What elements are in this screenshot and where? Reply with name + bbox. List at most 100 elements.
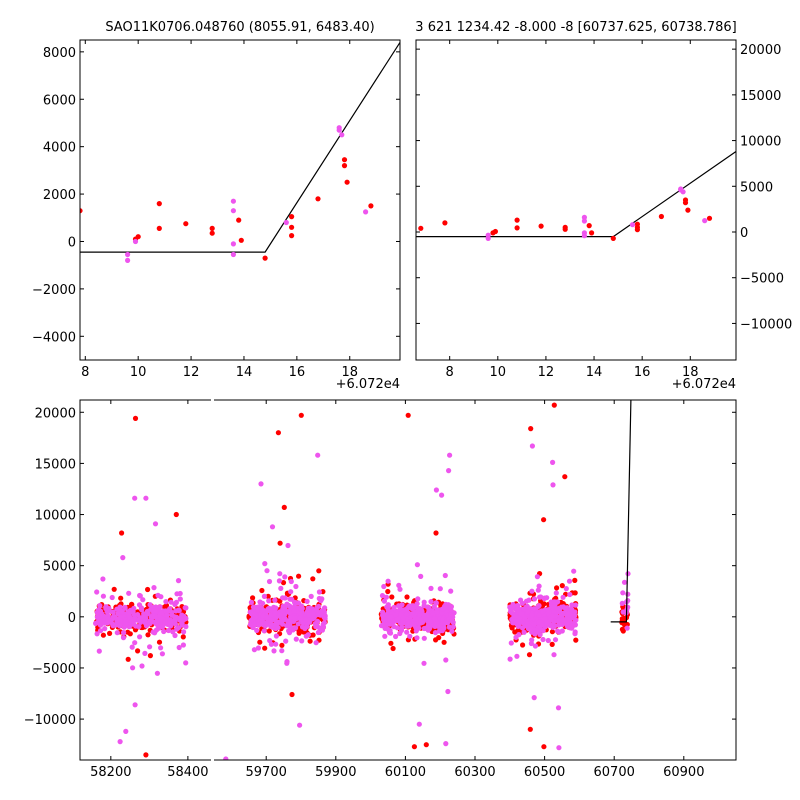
bottom-point-magenta	[537, 632, 543, 638]
bottom-point-magenta	[307, 605, 313, 611]
bottom-point-magenta	[175, 578, 182, 584]
tl-point-magenta	[125, 257, 131, 263]
bottom-point-magenta	[433, 600, 439, 606]
bottom-point-magenta	[537, 594, 543, 600]
bottom-point-magenta	[168, 619, 174, 626]
bottom-point-magenta	[100, 576, 106, 582]
bottom-point-magenta	[428, 585, 434, 592]
bottom-outlier-red	[411, 744, 417, 750]
bottom-point-magenta	[139, 607, 145, 613]
bottom-point-magenta	[313, 640, 319, 646]
tr-point-red	[514, 217, 520, 223]
bottom-point-red	[265, 593, 271, 600]
tl-fit-line	[80, 42, 400, 253]
bottom-point-red	[520, 642, 526, 648]
tr-point-red	[610, 235, 616, 241]
bottom-point-magenta	[255, 645, 261, 651]
bottom-point-magenta	[176, 644, 182, 651]
tl-xtick-label: 10	[130, 365, 147, 380]
tr-point-red	[418, 225, 424, 231]
bottom-outlier-red	[173, 511, 179, 518]
bottom-point-magenta	[139, 663, 145, 669]
bottom-point-magenta	[564, 622, 571, 628]
bottom-outlier-magenta	[447, 452, 453, 458]
bottom-point-magenta	[625, 571, 631, 577]
bottom-point-magenta	[535, 587, 541, 593]
bottom-point-magenta	[518, 597, 524, 603]
bottom-point-magenta	[163, 599, 169, 605]
bottom-point-magenta	[137, 593, 143, 599]
bottom-point-magenta	[320, 621, 326, 627]
tr-xtick-label: 8	[446, 365, 454, 380]
bottom-outlier-magenta	[531, 695, 537, 701]
bottom-point-magenta	[293, 583, 299, 590]
bottom-outlier-magenta	[123, 728, 129, 735]
bottom-point-magenta	[261, 628, 267, 634]
tl-point-red	[341, 157, 348, 163]
bottom-point-magenta	[277, 571, 283, 577]
bottom-point-magenta	[569, 602, 575, 608]
bottom-point-red	[549, 641, 555, 648]
bottom-point-magenta	[281, 615, 287, 622]
bottom-point-magenta	[448, 588, 454, 594]
bottom-point-magenta	[531, 606, 537, 612]
bottom-point-magenta	[266, 598, 272, 604]
tr-ytick-label: 15000	[740, 89, 781, 104]
bottom-point-magenta	[556, 629, 562, 635]
bottom-point-magenta	[542, 616, 548, 622]
bottom-point-magenta	[317, 612, 323, 618]
tl-xtick-label: 18	[341, 365, 358, 380]
bottom-point-magenta	[560, 594, 566, 600]
tl-ytick-label: 4000	[43, 141, 76, 156]
bottom-outlier-magenta	[556, 745, 562, 751]
bottom-point-magenta	[251, 621, 257, 627]
tl-point-red	[156, 225, 162, 231]
tr-ytick-label: 5000	[740, 180, 773, 195]
bottom-point-magenta	[264, 568, 270, 574]
bottom-point-magenta	[96, 648, 102, 654]
bottom-point-magenta	[142, 650, 148, 657]
bottom-point-magenta	[393, 612, 399, 618]
bottom-point-magenta	[440, 616, 446, 622]
bottom-point-magenta	[521, 629, 527, 635]
bottom-point-magenta	[273, 641, 279, 647]
tr-point-magenta	[581, 233, 588, 239]
bottom-point-magenta	[449, 628, 455, 634]
bottom-point-magenta	[266, 578, 273, 585]
tl-ytick-label: −4000	[32, 330, 76, 345]
tr-xtick-label: 12	[538, 365, 555, 380]
bottom-point-magenta	[442, 572, 448, 579]
bottom-point-magenta	[163, 608, 169, 614]
bottom-outlier-red	[541, 517, 547, 523]
bottom-point-magenta	[117, 617, 123, 624]
tl-point-red	[344, 179, 350, 185]
bottom-point-magenta	[391, 605, 397, 611]
bottom-point-magenta	[109, 594, 115, 601]
bottom-point-magenta	[153, 607, 159, 614]
bottom-point-magenta	[172, 632, 178, 639]
bottom-point-magenta	[531, 621, 537, 627]
bottom-point-magenta	[409, 611, 415, 617]
bottom-point-red	[549, 629, 556, 635]
bottom-outlier-red	[298, 412, 304, 418]
tr-point-red	[706, 215, 713, 221]
bottom-point-magenta	[288, 578, 294, 585]
top-right-offset-label: +6.072e4	[672, 377, 736, 392]
bottom-point-red	[259, 587, 265, 594]
bottom-ytick-label: 10000	[35, 509, 76, 524]
bottom-point-magenta	[120, 555, 126, 561]
bottom-point-magenta	[529, 588, 535, 594]
bottom-point-magenta	[314, 618, 321, 624]
bottom-point-red	[404, 594, 410, 600]
bottom-point-magenta	[260, 600, 266, 606]
top-left-title: SAO11K0706.048760 (8055.91, 6483.40)	[105, 20, 374, 35]
bottom-point-magenta	[551, 609, 557, 615]
tl-xtick-label: 8	[81, 365, 89, 380]
bottom-point-magenta	[283, 638, 289, 644]
bottom-point-magenta	[546, 609, 552, 615]
bottom-point-magenta	[383, 594, 389, 600]
bottom-point-magenta	[624, 625, 630, 631]
bottom-point-magenta	[299, 638, 305, 644]
bottom-point-magenta	[415, 596, 421, 602]
bottom-xtick-label: 60300	[454, 765, 495, 780]
